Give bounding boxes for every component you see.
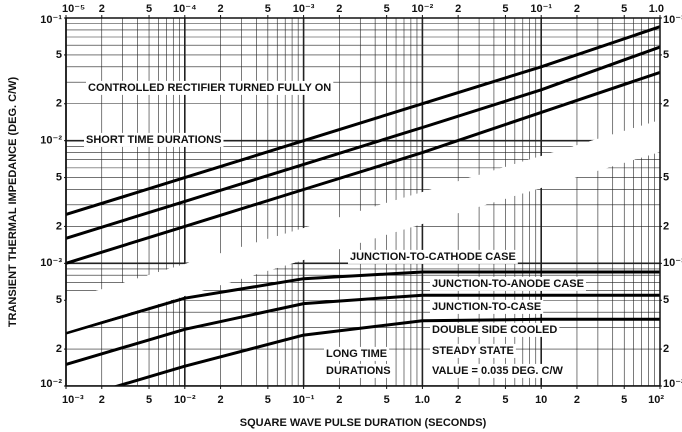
x-tick-label: 10 (535, 394, 547, 406)
y-axis-title: TRANSIENT THERMAL IMPEDANCE (DEG. C/W) (7, 76, 19, 327)
x-tick-label: 2 (217, 3, 223, 15)
y-tick-label: 5 (56, 294, 62, 306)
x-tick-label: 2 (336, 3, 342, 15)
x-tick-label: 10⁻³ (62, 394, 84, 406)
x-tick-label: 5 (384, 394, 390, 406)
annotation: JUNCTION-TO-CATHODE CASE (350, 251, 516, 263)
x-tick-label: 10⁻¹ (530, 3, 552, 15)
plot-frame (65, 17, 661, 387)
line-region (66, 270, 660, 386)
separator-band (66, 120, 660, 332)
annotation: STEADY STATE (432, 345, 514, 357)
y-tick-label: 10⁻¹ (40, 14, 62, 26)
y-tick-label: 5 (663, 49, 669, 61)
x-tick-label: 10⁻¹ (293, 394, 315, 406)
annotation: DOUBLE SIDE COOLED (432, 324, 557, 336)
series-line (66, 293, 660, 366)
y-tick-label: 10⁻² (40, 378, 62, 390)
y-tick-label: 2 (663, 98, 669, 110)
x-tick-label: 5 (265, 394, 271, 406)
x-tick-label: 1.0 (415, 394, 430, 406)
y-tick-label: 5 (663, 171, 669, 183)
series-line (66, 317, 660, 386)
x-tick-label: 2 (336, 394, 342, 406)
annotation-background (348, 249, 518, 264)
y-tick-label: 5 (56, 171, 62, 183)
grid (64, 15, 662, 389)
annotation: LONG TIME (326, 348, 387, 360)
y-tick-label: 2 (56, 98, 62, 110)
y-tick-label: 10⁻¹ (663, 14, 682, 26)
series-line (66, 45, 660, 240)
y-tick-label: 2 (663, 220, 669, 232)
x-tick-label: 10⁻⁴ (173, 3, 196, 15)
x-tick-label: 5 (146, 3, 152, 15)
y-tick-label: 10⁻³ (40, 257, 62, 269)
y-tick-label: 10⁻² (40, 135, 62, 147)
annotation: JUNCTION-TO-CASE (432, 301, 541, 313)
y-tick-label: 5 (56, 49, 62, 61)
x-tick-label: 5 (502, 3, 508, 15)
series-line (66, 70, 660, 265)
x-tick-label: 2 (99, 3, 105, 15)
x-tick-label: 10² (648, 394, 664, 406)
annotation: CONTROLLED RECTIFIER TURNED FULLY ON (88, 82, 331, 94)
annotation-background (430, 322, 560, 337)
x-tick-label: 5 (265, 3, 271, 15)
y-tick-label: 2 (56, 220, 62, 232)
annotation: JUNCTION-TO-ANODE CASE (432, 278, 584, 290)
x-tick-label: 2 (455, 394, 461, 406)
x-tick-label: 2 (455, 3, 461, 15)
annotation-background (84, 132, 224, 147)
line-region (66, 25, 660, 265)
annotation-background (430, 299, 544, 314)
annotation-background (430, 363, 566, 378)
y-tick-label: 2 (56, 343, 62, 355)
y-tick-label: 10⁻¹ (663, 257, 682, 269)
x-tick-label: 2 (217, 394, 223, 406)
x-tick-label: 10⁻⁵ (62, 3, 85, 15)
x-tick-label: 2 (574, 3, 580, 15)
marks (66, 25, 660, 386)
x-tick-label: 2 (99, 394, 105, 406)
annotation-background (324, 346, 390, 361)
annotation: VALUE = 0.035 DEG. C/W (432, 365, 564, 377)
annotation-background (86, 80, 334, 95)
series-line (66, 270, 660, 335)
x-tick-label: 10⁻² (174, 394, 196, 406)
x-tick-label: 5 (621, 394, 627, 406)
y-tick-label: 10⁻² (663, 378, 682, 390)
x-tick-label: 2 (574, 394, 580, 406)
x-tick-label: 10⁻² (412, 3, 434, 15)
annotation: SHORT TIME DURATIONS (86, 134, 221, 146)
annotation-background (324, 363, 393, 378)
x-tick-label: 5 (621, 3, 627, 15)
y-tick-label: 2 (663, 343, 669, 355)
annotation: DURATIONS (326, 365, 391, 377)
x-tick-label: 5 (384, 3, 390, 15)
labels: 10⁻⁵ 2 5 10⁻⁴ 2 5 10⁻³ 2 5 10⁻² 2 5 10⁻¹ 2 5 1.010⁻¹521… (40, 3, 682, 406)
x-tick-label: 10⁻³ (293, 3, 315, 15)
x-tick-label: 5 (146, 394, 152, 406)
series-line (66, 25, 660, 216)
y-tick-label: 5 (663, 294, 669, 306)
x-tick-label: 1.0 (649, 3, 664, 15)
x-axis-title: SQUARE WAVE PULSE DURATION (SECONDS) (240, 417, 487, 429)
annotation-background (430, 276, 586, 291)
x-tick-label: 5 (502, 394, 508, 406)
annotation-background (430, 343, 516, 358)
